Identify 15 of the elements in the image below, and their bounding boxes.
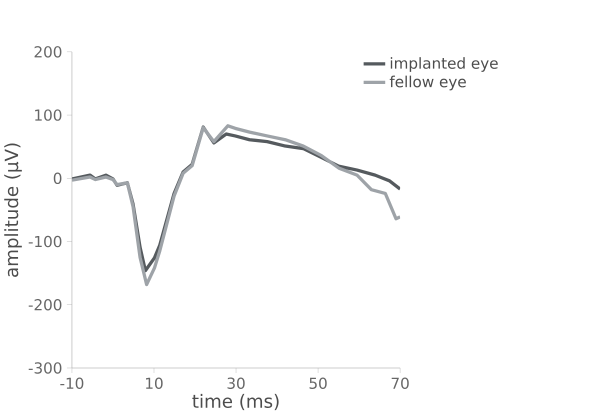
- x-tick-label: 10: [146, 377, 163, 389]
- y-tick-label: 0: [54, 172, 62, 184]
- y-tick-label: -100: [28, 236, 62, 248]
- x-tick-label: 70: [392, 377, 409, 389]
- y-tick-label: -300: [28, 362, 62, 374]
- y-tick-label: 200: [34, 46, 62, 58]
- x-tick-label: 50: [310, 377, 327, 389]
- x-tick-label: -10: [60, 377, 84, 389]
- legend-label: implanted eye: [390, 57, 498, 72]
- legend-label: fellow eye: [390, 75, 466, 90]
- x-axis-title: time (ms): [192, 394, 279, 410]
- x-tick-label: 30: [228, 377, 245, 389]
- y-tick-label: -200: [28, 298, 62, 310]
- y-axis-title: amplitude (µV): [4, 143, 22, 277]
- y-tick-label: 100: [35, 109, 62, 121]
